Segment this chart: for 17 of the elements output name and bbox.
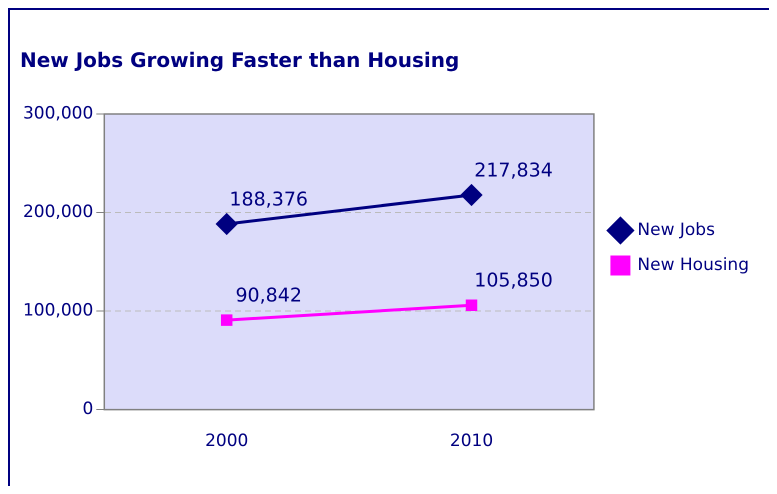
data-label: 188,376 (229, 188, 308, 210)
data-label: 105,850 (474, 270, 553, 292)
legend-label: New Jobs (637, 220, 716, 240)
data-label: 90,842 (235, 284, 302, 307)
point (220, 314, 232, 326)
x-tick-label: 2010 (450, 431, 494, 452)
y-tick-label: 0 (82, 399, 94, 420)
x-tick-label: 2000 (205, 431, 248, 452)
point (461, 184, 482, 206)
point (466, 300, 478, 312)
data-label: 217,834 (474, 159, 553, 182)
y-tick-label: 100,000 (22, 300, 94, 320)
point (216, 213, 238, 234)
chart-title: New Jobs Growing Faster than Housing (20, 48, 460, 72)
legend-label: New Housing (637, 254, 750, 275)
y-tick-label: 300,000 (22, 103, 94, 124)
y-tick-label: 200,000 (22, 202, 94, 222)
